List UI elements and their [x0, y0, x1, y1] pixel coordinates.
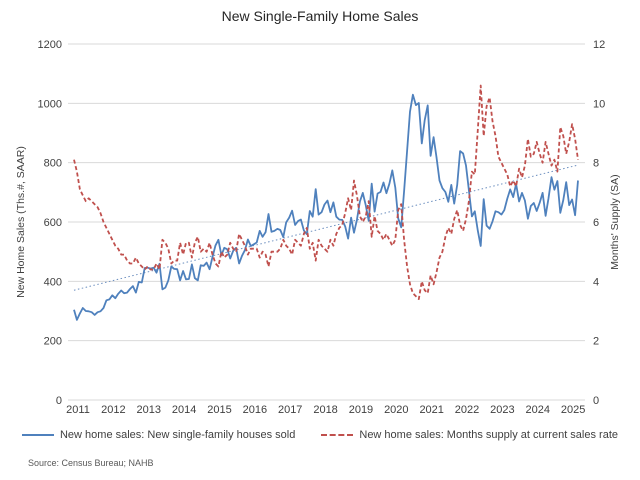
x-axis-tick-label: 2012: [101, 404, 125, 416]
legend-item-supply: New home sales: Months supply at current…: [321, 429, 618, 441]
x-axis-tick-label: 2024: [526, 404, 550, 416]
legend-label-supply: New home sales: Months supply at current…: [359, 429, 618, 441]
y2-axis-tick-label: 4: [593, 276, 599, 288]
y-axis-tick-label: 1000: [38, 98, 62, 110]
y-axis-tick-label: 0: [56, 395, 62, 407]
sales-line-swatch: [21, 434, 54, 436]
x-axis-tick-label: 2013: [136, 404, 160, 416]
legend-item-sales: New home sales: New single-family houses…: [21, 429, 296, 441]
legend-label-sales: New home sales: New single-family houses…: [59, 429, 296, 441]
x-axis-tick-label: 2025: [561, 404, 585, 416]
y2-axis-tick-label: 6: [593, 217, 599, 229]
y2-axis-tick-label: 0: [593, 395, 599, 407]
source-note: Source: Census Bureau; NAHB: [28, 458, 154, 468]
x-axis-tick-label: 2017: [278, 404, 302, 416]
x-axis-tick-label: 2020: [384, 404, 408, 416]
x-axis-tick-label: 2016: [243, 404, 267, 416]
chart-title: New Single-Family Home Sales: [221, 8, 419, 24]
y2-axis-tick-label: 8: [593, 158, 599, 170]
y-axis-tick-label: 200: [44, 336, 62, 348]
y-axis-tick-label: 1200: [38, 39, 62, 51]
y-axis-tick-label: 400: [44, 276, 62, 288]
x-axis-tick-label: 2015: [207, 404, 231, 416]
series-line-sales: [73, 93, 579, 321]
y-axis-title: New Home Sales (Ths.#, SAAR): [15, 146, 27, 298]
y-axis-tick-label: 800: [44, 158, 62, 170]
y2-axis-tick-label: 12: [593, 39, 605, 51]
supply-line-swatch: [321, 434, 354, 436]
x-axis-tick-label: 2018: [313, 404, 337, 416]
y2-axis-title: Months' Supply (SA): [609, 174, 621, 269]
y-axis-tick-label: 600: [44, 217, 62, 229]
x-axis-tick-label: 2022: [455, 404, 479, 416]
x-axis-tick-label: 2023: [490, 404, 514, 416]
x-axis-tick-label: 2019: [349, 404, 373, 416]
y2-axis-tick-label: 2: [593, 336, 599, 348]
x-axis-tick-label: 2021: [419, 404, 443, 416]
y2-axis-tick-label: 10: [593, 98, 605, 110]
legend: New home sales: New single-family houses…: [0, 429, 640, 441]
x-axis-tick-label: 2014: [172, 404, 196, 416]
trendline: [73, 164, 579, 291]
x-axis-tick-label: 2011: [66, 404, 90, 416]
series-line-supply: [73, 84, 579, 301]
